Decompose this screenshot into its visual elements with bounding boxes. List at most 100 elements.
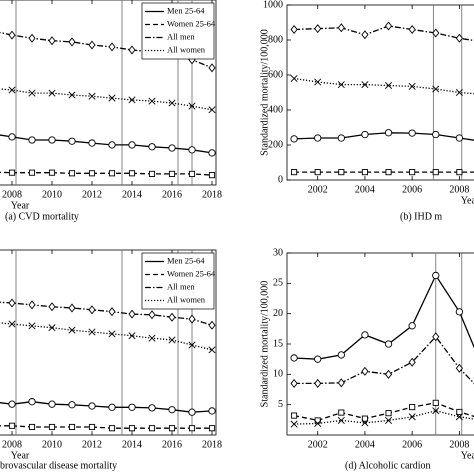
x-tick-label: 2006 (402, 184, 422, 195)
marker (208, 149, 216, 157)
marker (455, 308, 464, 316)
x-tick-label: 2012 (82, 189, 102, 200)
marker (8, 169, 16, 176)
x-tick-label: 2002 (308, 184, 328, 195)
x-axis-label: Year (461, 450, 474, 461)
marker (385, 169, 392, 176)
marker (290, 24, 298, 35)
marker (48, 136, 56, 144)
marker (314, 355, 322, 363)
marker (208, 407, 216, 415)
marker (432, 332, 440, 342)
marker (314, 169, 321, 176)
marker (28, 300, 36, 310)
marker (128, 170, 136, 177)
marker (8, 422, 16, 429)
x-tick-label: 2012 (82, 439, 102, 450)
marker (48, 423, 56, 431)
marker (88, 139, 96, 147)
marker (384, 340, 393, 348)
marker (361, 366, 369, 376)
panel: 2002200420062008201002004006008001000Yea… (259, 0, 474, 222)
marker (168, 336, 176, 344)
marker (68, 91, 76, 99)
marker (88, 40, 96, 50)
marker (188, 314, 196, 324)
plot-frame (0, 0, 217, 186)
marker (361, 81, 369, 89)
marker (148, 334, 156, 342)
marker (408, 413, 416, 421)
x-tick-label: 2018 (202, 189, 222, 200)
marker (128, 403, 136, 411)
marker (455, 363, 463, 373)
x-tick-label: 2008 (2, 439, 22, 450)
legend-label: Women 25-64 (167, 18, 216, 28)
marker (337, 416, 345, 424)
marker (128, 425, 136, 432)
marker (188, 102, 196, 110)
marker (168, 170, 176, 177)
x-tick-label: 2014 (122, 189, 142, 200)
marker (337, 81, 345, 89)
marker (314, 78, 322, 86)
y-tick-label: 30 (273, 247, 283, 258)
marker (432, 28, 440, 38)
marker (168, 144, 176, 152)
marker (361, 419, 369, 427)
marker (455, 88, 463, 97)
marker (128, 96, 136, 104)
marker (88, 92, 96, 100)
marker (108, 141, 116, 149)
marker (28, 169, 36, 176)
y-tick-label: 15 (273, 338, 283, 349)
marker (361, 169, 368, 176)
marker (28, 423, 36, 431)
marker (290, 74, 298, 83)
panel-caption: (d) Alcoholic cardion (345, 460, 431, 471)
marker (48, 169, 56, 176)
marker (208, 106, 216, 114)
marker (108, 307, 116, 317)
marker (68, 326, 76, 334)
marker (408, 82, 416, 90)
legend-label: Men 25-64 (167, 5, 205, 15)
marker (48, 324, 56, 332)
marker (408, 357, 416, 367)
series-line (294, 77, 474, 95)
marker (28, 322, 36, 330)
marker (88, 328, 96, 336)
marker (108, 170, 116, 177)
y-tick-label: 0 (278, 174, 283, 185)
legend-label: All women (167, 44, 206, 54)
marker (314, 378, 322, 388)
marker (208, 172, 216, 179)
marker (148, 170, 156, 177)
marker (314, 24, 322, 34)
y-tick-label: 200 (268, 139, 283, 150)
marker (361, 130, 369, 139)
marker (361, 415, 368, 422)
marker (432, 169, 439, 176)
marker (188, 341, 196, 349)
marker (48, 400, 56, 408)
marker (385, 416, 393, 424)
marker (48, 36, 56, 46)
x-axis-label: Year (461, 195, 474, 206)
marker (384, 129, 393, 137)
marker (88, 402, 96, 410)
marker (8, 86, 16, 94)
marker (337, 378, 345, 388)
legend-label: All men (167, 281, 195, 291)
panel: 2008 2010 2012 2014 2016 2018 Year Men 25-64 Wom… (0, 249, 222, 471)
marker (148, 425, 156, 432)
y-tick-label: 5 (278, 399, 283, 410)
marker (188, 146, 196, 154)
marker (88, 305, 96, 315)
marker (68, 170, 76, 177)
marker (432, 407, 440, 415)
marker (361, 331, 369, 339)
marker (128, 332, 136, 340)
y-axis-label: Standardized mortality/100,000 (259, 281, 270, 408)
